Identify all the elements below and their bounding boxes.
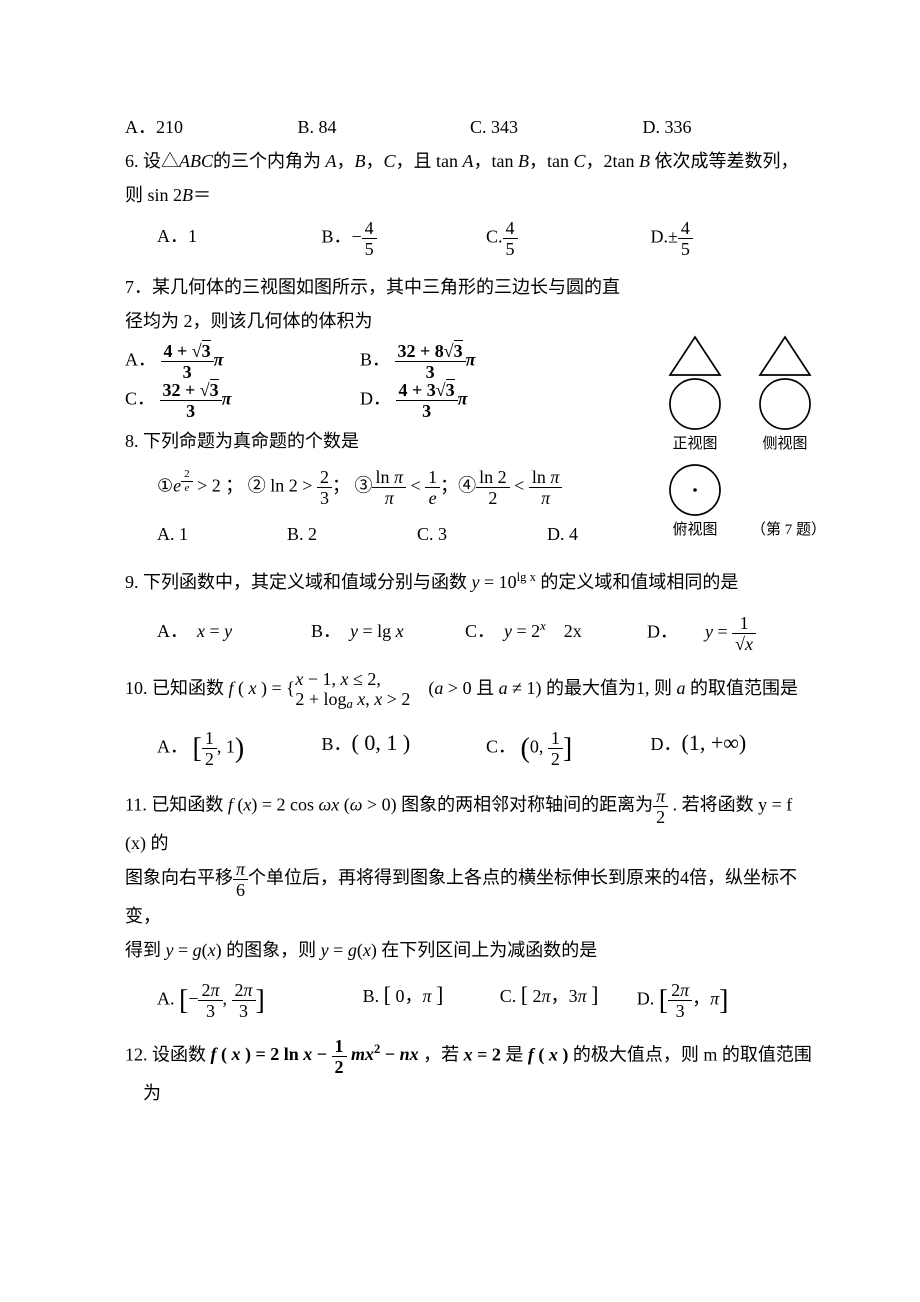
q9-options: A． x = y B． y = lg x C． y = 2x 2x D． y =…: [125, 614, 815, 653]
triangle-icon: [758, 335, 812, 377]
q12-stem: 12. 设函数 f ( x ) = 2 ln x − 12 mx2 − nx ，…: [125, 1037, 815, 1076]
q7-figure: 正视图 侧视图 俯视图 （第 7 题）: [650, 335, 830, 544]
q10-opt-a: A． [12, 1): [157, 722, 322, 775]
circle-icon: [758, 377, 812, 431]
q11-stem-1: 11. 已知函数 f (x) = 2 cos ωx (ω > 0) 图象的两相邻…: [125, 787, 815, 860]
label-side-view: 侧视图: [751, 435, 819, 455]
q11-opt-a: A. [−2π3, 2π3]: [157, 974, 363, 1027]
q8-opt-b: B. 2: [287, 517, 417, 551]
q9-opt-a: A． x = y: [157, 614, 311, 653]
q5-options: A．210 B. 84 C. 343 D. 336: [125, 110, 815, 144]
q6-opt-b: B．−45: [322, 219, 487, 258]
q6-opt-a: A．1: [157, 219, 322, 258]
q10-opt-d: D．(1, +∞): [651, 722, 816, 775]
label-figure-ref: （第 7 题）: [751, 521, 819, 541]
q12-stem-cont: 为: [125, 1076, 815, 1110]
q10-stem: 10. 已知函数 f ( x ) = { x − 1, x ≤ 2, 2 + l…: [125, 669, 815, 710]
q11-options: A. [−2π3, 2π3] B. [ 0，π ] C. [ 2π，3π ] D…: [125, 974, 815, 1027]
q5-opt-c: C. 343: [470, 110, 643, 144]
q11-opt-d: D. [2π3，π]: [637, 974, 815, 1027]
q7-opt-a: A． 4 + √33π: [125, 342, 360, 381]
q11-stem-3: 得到 y = g(x) 的图象，则 y = g(x) 在下列区间上为减函数的是: [125, 933, 815, 967]
q6-stem: 6. 设△ABC的三个内角为 A，B，C，且 tan A，tan B，tan C…: [125, 144, 815, 212]
q9-opt-b: B． y = lg x: [311, 614, 465, 653]
q7-opt-d: D． 4 + 3√33π: [360, 381, 595, 420]
q9-opt-d: D． y = 1√x: [647, 614, 815, 653]
q6-opt-c: C.45: [486, 219, 651, 258]
q11-opt-c: C. [ 2π，3π ]: [500, 974, 637, 1027]
q8-opt-c: C. 3: [417, 517, 547, 551]
q5-opt-b: B. 84: [298, 110, 471, 144]
circle-icon: [668, 377, 722, 431]
q10-opt-b: B．( 0, 1 ): [322, 722, 487, 775]
circle-dot-icon: [668, 463, 722, 517]
q5-opt-a: A．210: [125, 110, 298, 144]
q7-stem: 7．某几何体的三视图如图所示，其中三角形的三边长与圆的直径均为 2，则该几何体的…: [125, 270, 815, 338]
q8-opt-a: A. 1: [157, 517, 287, 551]
q6-options: A．1 B．−45 C.45 D.±45: [125, 219, 815, 258]
q9-opt-c: C． y = 2x 2x: [465, 614, 647, 653]
q10-options: A． [12, 1) B．( 0, 1 ) C． (0, 12] D．(1, +…: [125, 722, 815, 775]
label-front-view: 正视图: [661, 435, 729, 455]
q8-options: A. 1 B. 2 C. 3 D. 4: [125, 517, 677, 551]
label-top-view: 俯视图: [661, 521, 729, 541]
q5-opt-d: D. 336: [643, 110, 816, 144]
q7-opt-c: C． 32 + √33π: [125, 381, 360, 420]
q6-opt-d: D.±45: [651, 219, 816, 258]
q9-stem: 9. 下列函数中，其定义域和值域分别与函数 y = 10lg x 的定义域和值域…: [125, 565, 815, 599]
q7-opt-b: B． 32 + 8√33π: [360, 342, 595, 381]
q11-opt-b: B. [ 0，π ]: [363, 974, 500, 1027]
triangle-icon: [668, 335, 722, 377]
q10-opt-c: C． (0, 12]: [486, 722, 651, 775]
q11-stem-2: 图象向右平移π6个单位后，再将得到图象上各点的横坐标伸长到原来的4倍，纵坐标不变…: [125, 860, 815, 933]
exam-page: A．210 B. 84 C. 343 D. 336 6. 设△ABC的三个内角为…: [0, 0, 920, 1302]
